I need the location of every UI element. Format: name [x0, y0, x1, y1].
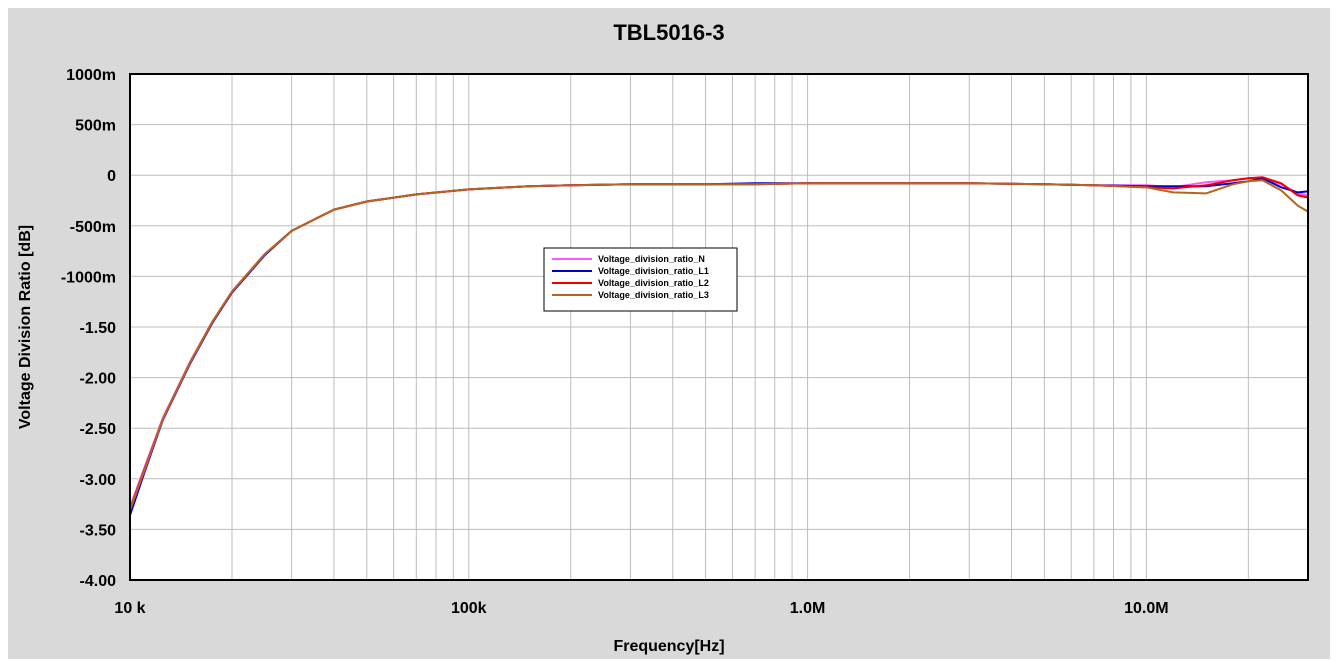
legend: Voltage_division_ratio_N Voltage_division… [543, 247, 738, 312]
legend-entry: Voltage_division_ratio_L2 [598, 278, 709, 288]
y-tick-label: 500m [75, 118, 116, 135]
series-line-3 [129, 179, 1309, 511]
x-tick-label: 10 k [114, 600, 145, 617]
y-tick-label: -4.00 [80, 573, 117, 590]
y-tick-label: -500m [70, 219, 116, 236]
y-axis-label: Voltage Division Ratio [dB] [17, 225, 34, 429]
x-tick-label: 100k [451, 600, 487, 617]
y-tick-label: -1000m [61, 269, 116, 286]
chart-svg: TBL5016-3 1000m 500m 0 -500m -1000m -1.50 -2.0… [17, 20, 1309, 655]
legend-entry: Voltage_division_ratio_L1 [598, 266, 709, 276]
y-tick-label: -3.00 [80, 472, 117, 489]
y-tick-label: 0 [107, 168, 116, 185]
legend-entry: Voltage_division_ratio_N [598, 254, 705, 264]
legend-entry: Voltage_division_ratio_L3 [598, 290, 709, 300]
x-tick-label: 10.0M [1124, 600, 1168, 617]
series-lines [129, 176, 1309, 516]
x-tick-label: 1.0M [790, 600, 826, 617]
y-tick-label: -2.50 [80, 421, 117, 438]
chart-title: TBL5016-3 [613, 20, 724, 45]
y-tick-label: -2.00 [80, 371, 117, 388]
plot-frame [129, 73, 1309, 581]
x-tick-labels: 10 k 100k 1.0M 10.0M [114, 600, 1168, 617]
y-tick-label: 1000m [66, 67, 116, 84]
y-tick-labels: 1000m 500m 0 -500m -1000m -1.50 -2.00 -2.50 -3.0… [61, 67, 116, 590]
x-axis-label: Frequency[Hz] [613, 638, 724, 655]
y-tick-label: -3.50 [80, 522, 117, 539]
y-tick-label: -1.50 [80, 320, 117, 337]
chart-panel: TBL5016-3 1000m 500m 0 -500m -1000m -1.50 -2.0… [8, 8, 1330, 659]
